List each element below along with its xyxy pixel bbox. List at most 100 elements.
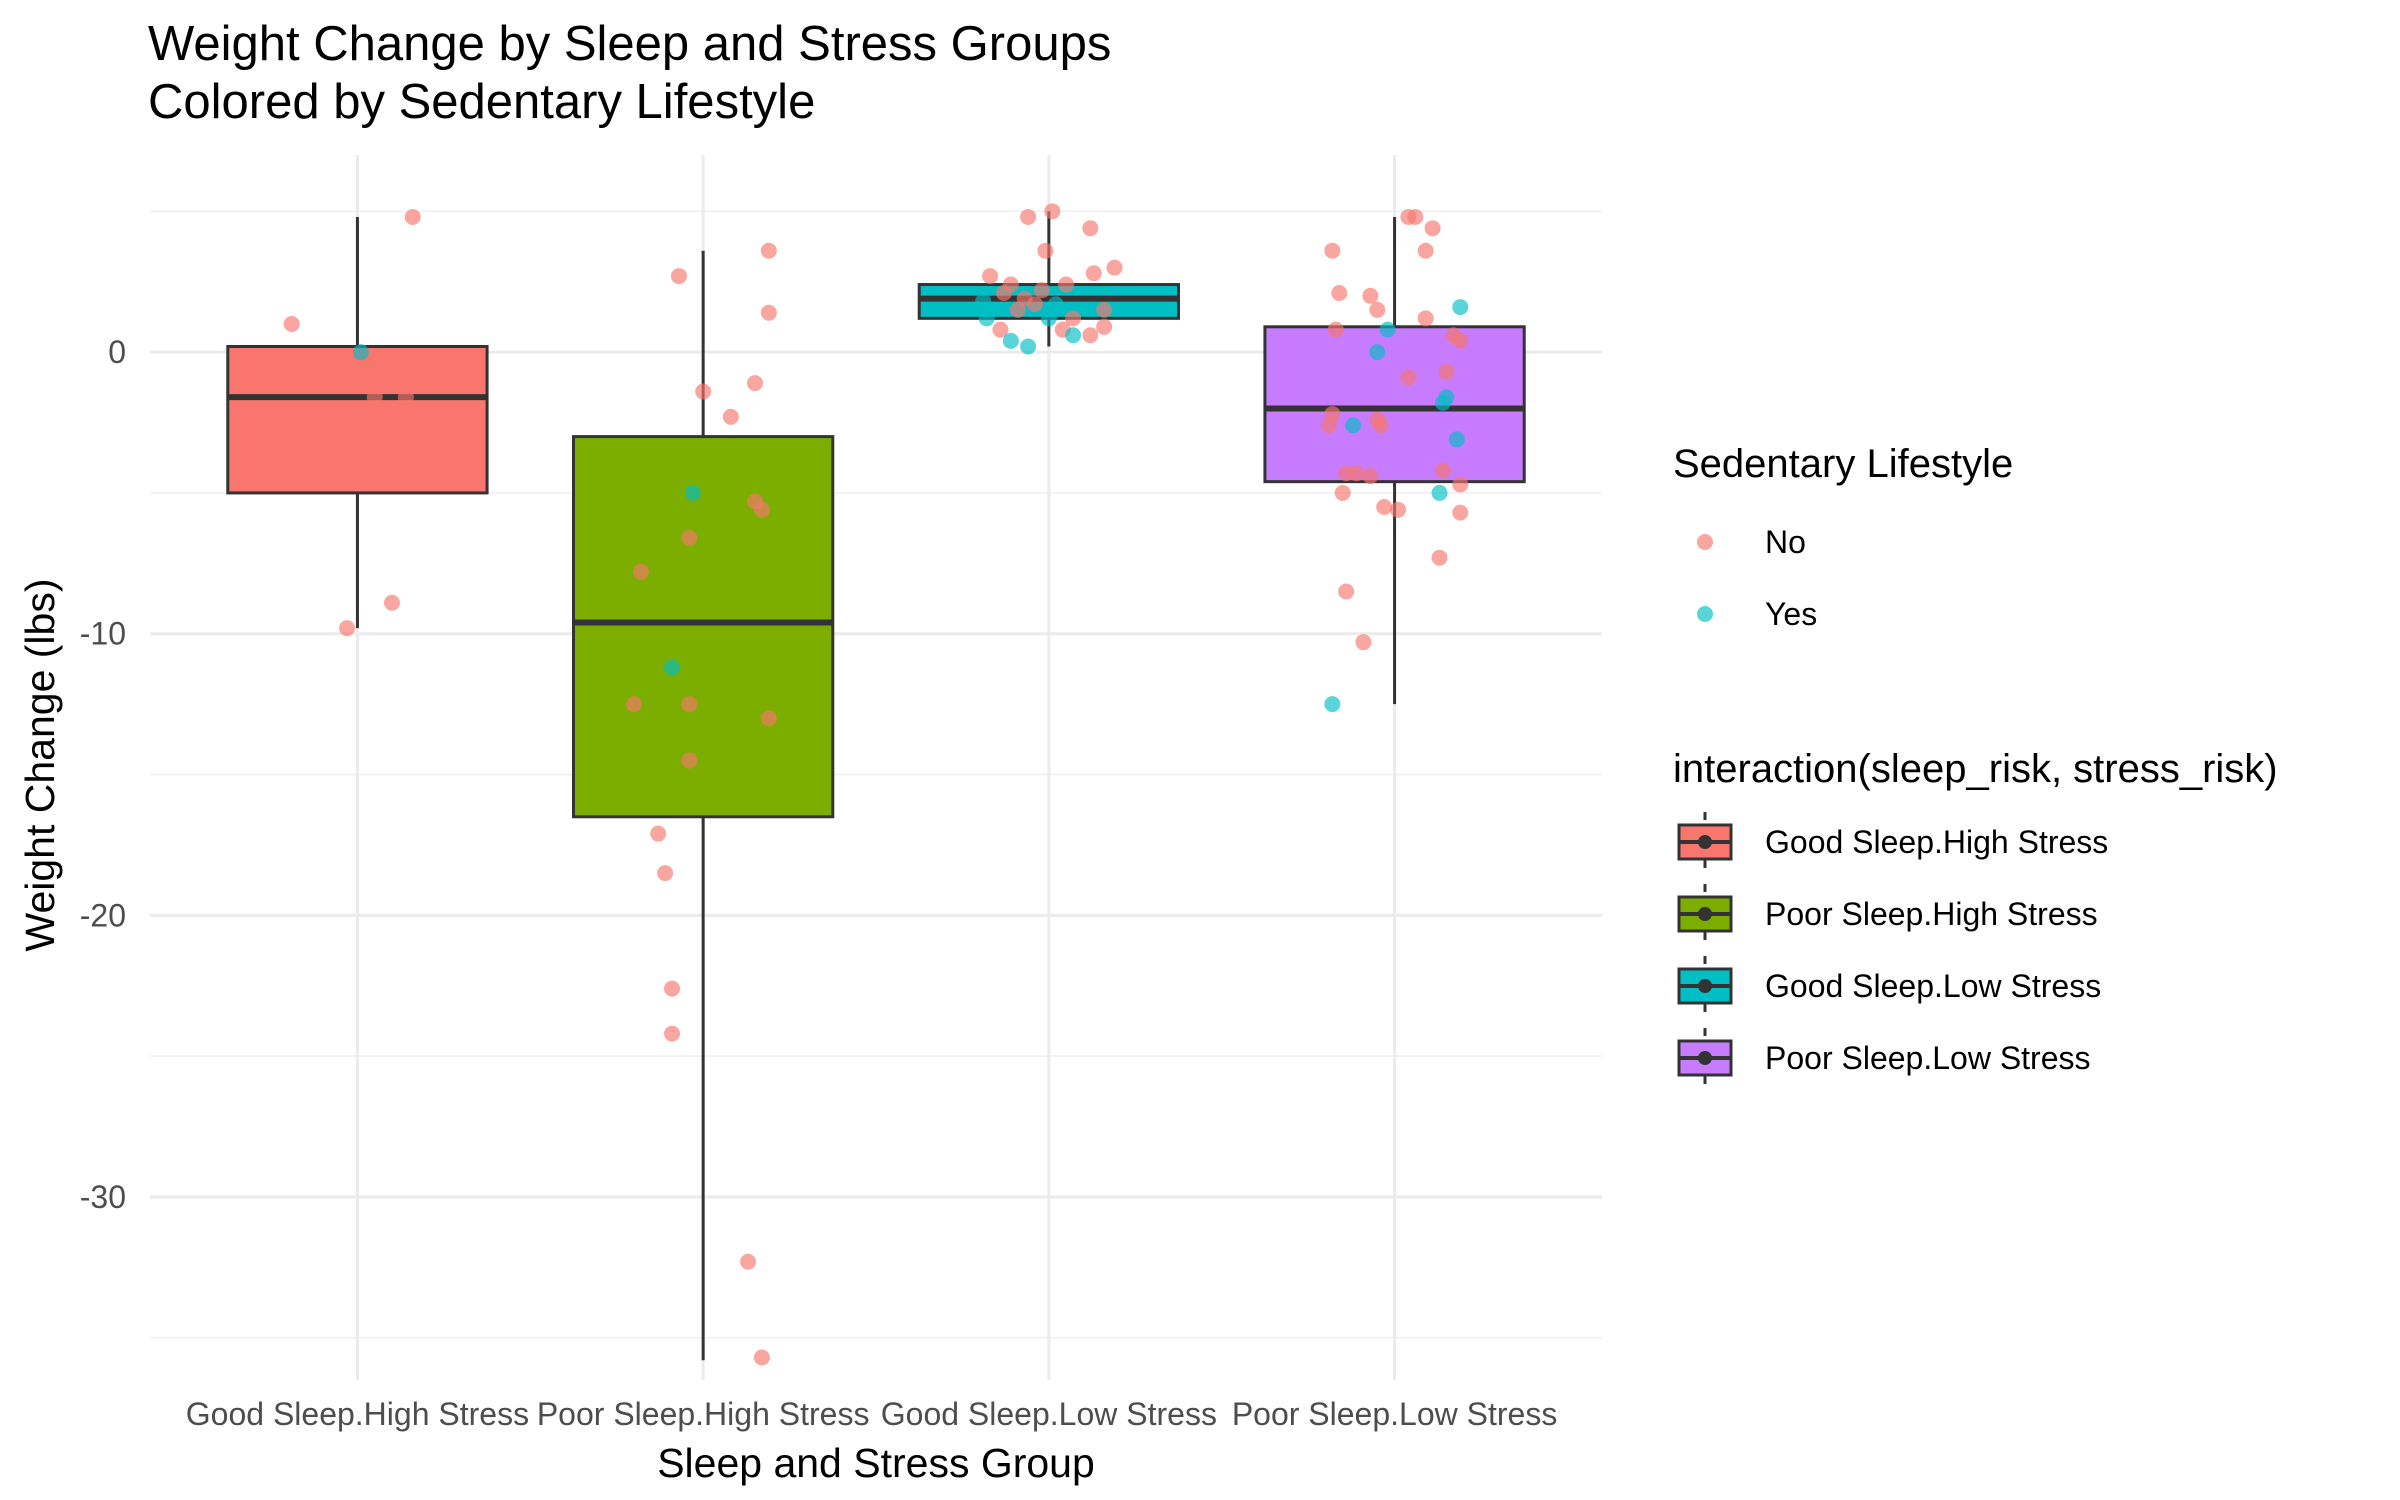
data-point-no: [657, 865, 674, 882]
data-point-no: [283, 315, 300, 332]
minor-gridlines: [150, 210, 1602, 1339]
x-axis-ticks: Good Sleep.High Stress Poor Sleep.High St…: [186, 1396, 1558, 1432]
data-point-no: [681, 752, 698, 769]
data-point-yes: [1448, 431, 1465, 448]
data-point-no: [1020, 208, 1037, 225]
chart-title: Weight Change by Sleep and Stress Groups: [148, 17, 1111, 71]
data-point-no: [1096, 301, 1113, 318]
x-tick-label: Poor Sleep.High Stress: [537, 1396, 870, 1432]
data-point-no: [632, 563, 649, 580]
legend-key-good-sleep-high-stress: Good Sleep.High Stress: [1677, 812, 2108, 872]
data-point-no: [366, 389, 383, 406]
box-body: [572, 435, 835, 819]
y-tick-label: -20: [80, 897, 126, 933]
x-tick-label: Poor Sleep.Low Stress: [1232, 1396, 1558, 1432]
data-point-no: [1338, 583, 1355, 600]
data-point-no: [1376, 499, 1393, 516]
box-body: [1263, 325, 1526, 484]
data-point-no: [1037, 242, 1054, 259]
legend-key-point: [1698, 907, 1712, 921]
data-point-yes: [1002, 332, 1019, 349]
data-point-no: [1009, 301, 1026, 318]
data-point-yes: [684, 484, 701, 501]
plot-panel: [150, 155, 1602, 1380]
data-point-no: [747, 375, 763, 392]
data-point-no: [397, 389, 414, 406]
data-point-no: [1348, 465, 1365, 482]
legend-label: Good Sleep.Low Stress: [1765, 968, 2101, 1004]
data-point-yes: [1065, 327, 1082, 344]
legend-label: Poor Sleep.Low Stress: [1765, 1040, 2091, 1076]
data-point-no: [384, 594, 400, 611]
data-point-yes: [1324, 696, 1341, 713]
legend-label-no: No: [1765, 524, 1806, 560]
y-tick-label: -30: [80, 1179, 126, 1215]
data-point-no: [664, 1025, 681, 1042]
data-point-no: [1417, 310, 1434, 327]
data-point-no: [760, 242, 777, 259]
boxplots: [226, 211, 1526, 1361]
data-point-yes: [1040, 310, 1057, 327]
legend-point-no: [1697, 534, 1713, 550]
data-point-yes: [1047, 296, 1064, 313]
data-point-no: [995, 284, 1012, 301]
x-tick-label: Good Sleep.Low Stress: [881, 1396, 1217, 1432]
data-point-no: [1452, 504, 1469, 521]
data-point-no: [722, 408, 739, 425]
x-axis-title: Sleep and Stress Group: [657, 1440, 1095, 1486]
y-axis-title: Weight Change (lbs): [17, 579, 63, 952]
data-point-no: [1424, 220, 1441, 237]
legend-key-point: [1698, 979, 1712, 993]
box-poor-sleep-low-stress: [1263, 216, 1526, 705]
legend-key-good-sleep-low-stress: Good Sleep.Low Stress: [1677, 956, 2101, 1016]
data-point-no: [1417, 242, 1434, 259]
data-point-yes: [1431, 484, 1448, 501]
x-tick-label: Good Sleep.High Stress: [186, 1396, 529, 1432]
legend-interaction-title: interaction(sleep_risk, stress_risk): [1673, 747, 2278, 791]
data-point-no: [760, 304, 777, 321]
data-point-no: [1082, 327, 1099, 344]
data-point-yes: [978, 310, 995, 327]
data-point-no: [1372, 417, 1389, 434]
y-tick-label: -10: [80, 616, 126, 652]
box-good-sleep-high-stress: [226, 216, 489, 629]
jitter-points: [283, 203, 1469, 1366]
data-point-no: [404, 208, 421, 225]
legend-label: Poor Sleep.High Stress: [1765, 896, 2098, 932]
data-point-yes: [664, 659, 681, 676]
legend-key-poor-sleep-low-stress: Poor Sleep.Low Stress: [1677, 1028, 2091, 1088]
data-point-no: [740, 1253, 757, 1270]
data-point-yes: [975, 293, 992, 310]
data-point-no: [339, 620, 356, 637]
legend-key-point: [1698, 1051, 1712, 1065]
data-point-no: [1324, 242, 1341, 259]
data-point-no: [670, 268, 687, 285]
data-point-yes: [1434, 394, 1451, 411]
chart-subtitle: Colored by Sedentary Lifestyle: [148, 75, 815, 129]
data-point-no: [1331, 284, 1348, 301]
data-point-no: [1033, 282, 1050, 299]
data-point-no: [982, 268, 999, 285]
data-point-no: [1434, 462, 1451, 479]
data-point-no: [1320, 417, 1337, 434]
data-point-no: [695, 383, 712, 400]
data-point-yes: [352, 344, 369, 361]
data-point-no: [1407, 208, 1424, 225]
data-point-no: [1085, 265, 1102, 282]
y-tick-label: 0: [108, 334, 126, 370]
data-point-no: [626, 696, 642, 713]
legend-interaction: interaction(sleep_risk, stress_risk) Goo…: [1673, 747, 2278, 1088]
data-point-no: [992, 321, 1009, 338]
data-point-no: [1362, 468, 1379, 485]
data-point-no: [1082, 220, 1099, 237]
data-point-yes: [1020, 338, 1037, 355]
data-point-no: [753, 1349, 770, 1366]
legend-label: Good Sleep.High Stress: [1765, 824, 2108, 860]
data-point-no: [1390, 501, 1407, 518]
legend-sedentary-title: Sedentary Lifestyle: [1673, 442, 2013, 486]
data-point-no: [1400, 369, 1417, 386]
box-poor-sleep-high-stress: [572, 250, 835, 1361]
data-point-no: [1065, 310, 1082, 327]
data-point-no: [1438, 363, 1455, 380]
